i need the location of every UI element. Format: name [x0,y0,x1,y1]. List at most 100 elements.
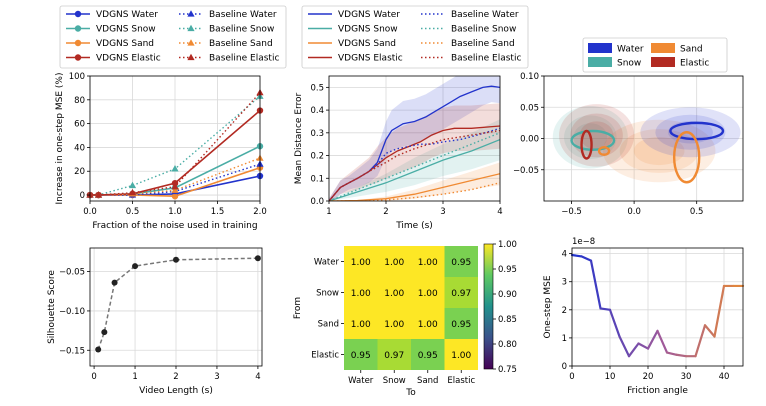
x-tick-label: 1 [326,207,331,217]
data-point [171,193,179,200]
data-point [111,279,118,286]
x-tick-label: 1.0 [168,207,182,217]
cell-label: 1.00 [418,258,438,268]
data-point [101,329,108,336]
legend-label: Baseline Water [209,10,277,20]
x-tick-label: Water [348,376,374,386]
mse-segment [703,324,716,338]
x-tick-label: 1.5 [211,207,225,217]
x-tick-label: 0 [91,372,96,382]
mse-segment [713,284,726,338]
mse-segment [618,335,631,358]
legend-label: Baseline Water [451,10,519,20]
cell-label: 1.00 [351,258,371,268]
y-tick-label: 0 [80,191,85,201]
data-point [171,186,179,193]
cell-label: 1.00 [351,289,371,299]
cell-label: 0.95 [418,351,438,361]
y-tick-label: Snow [316,289,339,299]
y-tick-label: 4 [562,250,567,260]
heatmap-cell [444,339,478,370]
data-point [171,165,179,172]
legend1: VDGNS Water Baseline Water VDGNS Snow Basel… [59,5,287,69]
y-tick-label: 3 [562,278,567,288]
cell-label: 0.97 [451,289,471,299]
mse-segment [637,342,650,350]
contour-sand [672,131,701,184]
legend-label: Baseline Sand [451,39,515,49]
cell-label: 1.00 [384,289,404,299]
y-tick-label: −0.10 [59,307,85,317]
cell-label: 0.95 [351,351,371,361]
legend-swatch-snow [588,57,612,67]
heatmap-cell [411,339,445,370]
x-tick-label: 30 [681,372,692,382]
x-tick-label: 4 [255,372,260,382]
cell-label: 1.00 [384,258,404,268]
heatmap-cell [377,308,411,339]
legend-label: Water [617,45,644,55]
y-tick-label: 100 [69,72,85,82]
legend-label: Baseline Elastic [451,54,521,64]
legend-label: Baseline Snow [209,25,274,35]
colorbar-tick-label: 0.80 [498,340,517,350]
contour-water [669,121,725,141]
x-tick-label: 2 [383,207,388,217]
legend-label: Snow [617,59,641,69]
mse-segment [694,324,707,358]
legend-marker [74,39,82,47]
legend-marker [74,25,82,32]
axes-p4: 0 1 2 3 4 −0.15 −0.10 −0.05 Video Length (s) Silh… [47,247,263,396]
legend-latent: Water Sand Snow Elastic [582,37,728,73]
heatmap-cell [344,339,378,370]
y-axis-label: Increase in one-step MSE (%) [55,73,65,205]
legend-label: VDGNS Water [96,10,158,20]
colorbar-tick-label: 0.75 [498,365,517,375]
y-axis-label: One-step MSE [543,275,553,338]
y-tick-label: −0.05 [59,268,85,278]
mse-segment [580,255,593,262]
axes-p5: 1.00 1.00 1.00 0.95 1.00 1.00 1.00 0.97 1.00 1.00… [293,240,517,398]
data-point [173,256,179,263]
x-tick-label: 1 [132,372,137,382]
legend-label: Baseline Elastic [209,54,279,64]
colorbar-tick-label: 0.85 [498,315,517,325]
contour-snow [570,129,616,151]
cell-label: 1.00 [384,320,404,330]
legend-marker [74,54,82,61]
y-tick-label: 0 [562,362,567,372]
series-line-baseline-snow [329,132,500,201]
x-tick-label: Elastic [447,376,475,386]
y-axis-label: Mean Distance Error [294,92,304,184]
legend-label: Sand [680,45,703,55]
silhouette-line [97,257,258,350]
x-tick-label: 0.5 [126,207,140,217]
data-point [94,191,103,198]
heatmap-cell [344,277,378,308]
heatmap-cell [377,246,411,277]
x-tick-label: 4 [497,207,502,217]
axes-p1: 0.0 0.5 1.0 1.5 2.0 0 20 40 60 80 100 Fraction of t… [55,72,267,231]
contour-elastic [580,129,593,160]
y-tick-label: 0.0 [310,197,324,207]
x-tick-label: 2.0 [253,207,267,217]
mse-segment [627,342,640,358]
x-tick-label: 0.5 [690,207,704,217]
heatmap-cell [411,277,445,308]
legend-label: Baseline Snow [451,25,516,35]
y-tick-label: Elastic [311,351,339,361]
plot-area [329,76,500,201]
x-axis-label: To [405,388,416,398]
y-tick-label: 2 [562,306,567,316]
x-tick-label: 0.0 [627,207,641,217]
cell-label: 1.00 [351,320,371,330]
heatmap-cell [344,308,378,339]
legend-marker [187,39,195,46]
heatmap-cell [344,246,378,277]
legend-label: VDGNS Water [338,10,400,20]
legend-swatch-water [588,43,612,53]
heatmap-cell [411,308,445,339]
density-elastic [579,121,614,150]
mse-segment [589,259,602,310]
